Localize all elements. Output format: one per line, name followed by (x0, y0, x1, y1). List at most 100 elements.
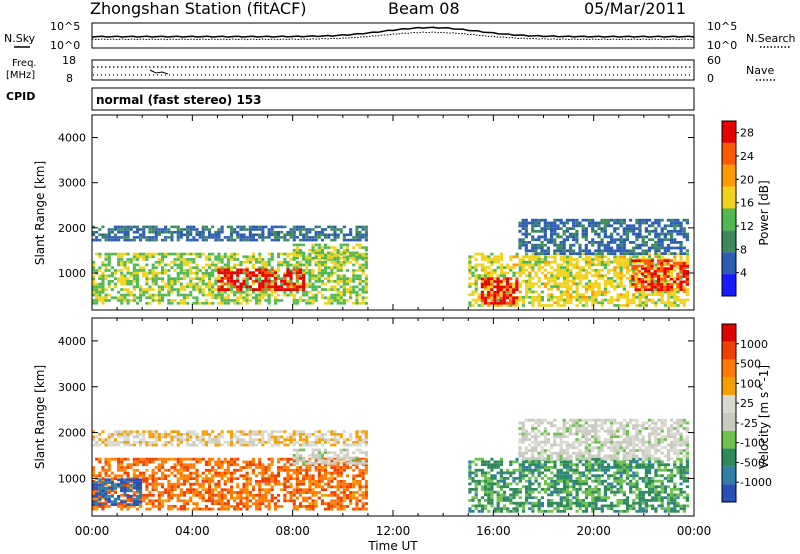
heatmap-cell (120, 486, 124, 490)
colorbar-segment (722, 274, 736, 296)
heatmap-cell (236, 496, 240, 500)
heatmap-cell (600, 238, 604, 242)
heatmap-cell (198, 474, 202, 478)
heatmap-cell (572, 243, 576, 247)
heatmap-cell (622, 287, 626, 291)
heatmap-cell (273, 480, 277, 483)
heatmap-cell (157, 277, 161, 280)
heatmap-cell (361, 459, 365, 462)
heatmap-cell (358, 474, 362, 478)
heatmap-cell (657, 293, 661, 296)
heatmap-cell (537, 258, 541, 261)
heatmap-cell (195, 301, 199, 305)
heatmap-cell (610, 277, 614, 280)
heatmap-cell (189, 280, 193, 283)
heatmap-cell (521, 224, 525, 228)
heatmap-cell (217, 502, 221, 505)
heatmap-cell (534, 274, 538, 277)
heatmap-cell (594, 274, 598, 277)
heatmap-cell (534, 282, 538, 286)
heatmap-cell (107, 488, 111, 492)
heatmap-cell (261, 493, 265, 497)
heatmap-cell (509, 287, 513, 291)
heatmap-cell (361, 451, 365, 454)
heatmap-cell (261, 238, 265, 242)
heatmap-cell (170, 230, 174, 234)
heatmap-cell (157, 477, 161, 480)
heatmap-cell (361, 477, 365, 480)
heatmap-cell (179, 507, 183, 511)
heatmap-cell (669, 264, 673, 268)
heatmap-cell (342, 238, 346, 242)
heatmap-cell (594, 229, 598, 233)
heatmap-cell (167, 468, 171, 472)
heatmap-cell (670, 235, 674, 239)
heatmap-cell (531, 246, 535, 250)
heatmap-cell (610, 218, 614, 222)
heatmap-cell (355, 505, 359, 508)
heatmap-cell (107, 285, 111, 289)
heatmap-cell (647, 264, 651, 268)
heatmap-cell (673, 301, 677, 305)
heatmap-cell (641, 252, 645, 255)
heatmap-cell (298, 430, 302, 433)
heatmap-cell (597, 249, 601, 253)
heatmap-cell (302, 256, 306, 260)
heatmap-cell (496, 277, 500, 281)
heatmap-cell (226, 491, 230, 494)
heatmap-cell (198, 493, 202, 497)
heatmap-cell (339, 435, 343, 439)
heatmap-cell (164, 433, 168, 436)
heatmap-cell (543, 249, 547, 253)
heatmap-cell (298, 263, 302, 267)
heatmap-cell (515, 280, 519, 283)
heatmap-cell (638, 218, 642, 222)
heatmap-cell (208, 288, 212, 291)
heatmap-cell (120, 258, 124, 261)
heatmap-cell (468, 474, 472, 478)
heatmap-cell (352, 491, 356, 494)
heatmap-cell (148, 236, 152, 239)
heatmap-cell (204, 225, 208, 229)
heatmap-cell (531, 277, 535, 280)
heatmap-cell (553, 218, 557, 222)
heatmap-cell (145, 296, 149, 300)
heatmap-cell (186, 433, 190, 436)
heatmap-cell (217, 277, 221, 280)
heatmap-cell (324, 433, 328, 436)
heatmap-cell (189, 457, 193, 461)
heatmap-cell (654, 229, 658, 233)
heatmap-cell (208, 274, 212, 278)
heatmap-cell (217, 438, 221, 441)
heatmap-cell (311, 433, 315, 436)
heatmap-cell (186, 457, 190, 461)
heatmap-cell (487, 287, 491, 291)
heatmap-cell (126, 230, 130, 234)
heatmap-cell (346, 238, 350, 242)
heatmap-cell (245, 258, 249, 261)
heatmap-cell (468, 490, 472, 494)
heatmap-cell (480, 268, 485, 272)
heatmap-cell (283, 485, 287, 489)
noise-tick-top: 10^5 (50, 20, 80, 33)
heatmap-cell (192, 493, 196, 497)
heatmap-cell (572, 232, 576, 236)
heatmap-cell (327, 480, 331, 483)
heatmap-cell (142, 290, 146, 294)
heatmap-cell (600, 229, 604, 233)
heatmap-cell (597, 277, 601, 280)
heatmap-cell (242, 466, 246, 469)
heatmap-cell (104, 236, 108, 239)
heatmap-cell (267, 282, 271, 286)
heatmap-cell (629, 301, 633, 305)
heatmap-cell (559, 263, 563, 267)
heatmap-cell (305, 282, 309, 286)
heatmap-cell (317, 451, 321, 454)
heatmap-cell (201, 301, 205, 305)
heatmap-cell (610, 279, 614, 283)
heatmap-cell (214, 288, 218, 291)
heatmap-cell (666, 259, 670, 262)
heatmap-cell (644, 221, 648, 225)
heatmap-cell (208, 485, 212, 489)
heatmap-cell (242, 279, 246, 283)
